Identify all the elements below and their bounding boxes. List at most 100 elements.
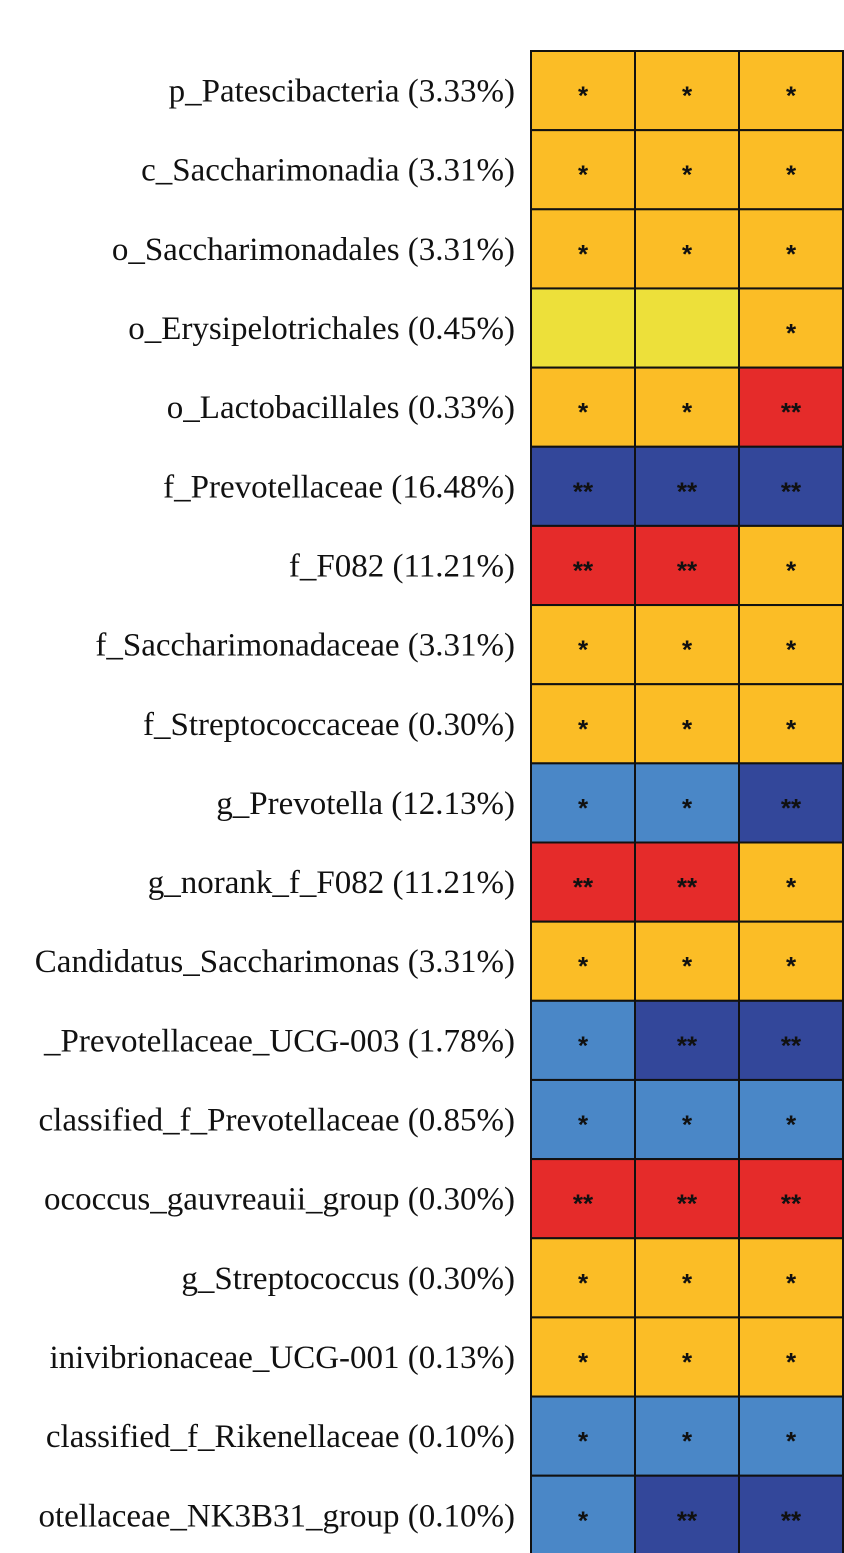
significance-mark: * [578,1268,589,1298]
significance-mark: ** [781,476,802,506]
heatmap-cell [738,1078,844,1161]
significance-mark: * [786,951,797,981]
significance-mark: * [682,1110,693,1140]
heatmap-cell [530,683,636,765]
significance-mark: ** [677,476,698,506]
significance-mark: ** [677,1189,698,1219]
heatmap-cell [634,1316,740,1398]
significance-mark: * [786,1426,797,1456]
significance-mark: * [578,1505,589,1535]
heatmap-cell [634,999,740,1081]
significance-mark: * [682,1347,693,1377]
heatmap-cell [738,762,844,844]
row-label: f_Prevotellaceae (16.48%) [163,469,515,505]
heatmap-cell [530,287,636,369]
heatmap-cell [634,1158,740,1240]
heatmap-cell [634,1078,740,1161]
heatmap-cell [738,287,844,369]
significance-mark: ** [781,793,802,823]
row-label: Candidatus_Saccharimonas (3.31%) [35,944,515,980]
row-label: ococcus_gauvreauii_group (0.30%) [44,1182,515,1218]
heatmap-cell [530,1474,636,1553]
significance-mark: * [682,239,693,269]
row-label: f_Streptococcaceae (0.30%) [143,707,515,743]
significance-mark: * [578,635,589,665]
significance-mark: * [578,1110,589,1140]
heatmap-cell [634,1237,740,1319]
significance-mark: * [682,1268,693,1298]
significance-mark: ** [573,1189,594,1219]
significance-mark: * [682,793,693,823]
row-label: p_Patescibacteria (3.33%) [169,74,515,110]
row-labels: p_Patescibacteria (3.33%) c_Saccharimonad… [35,74,515,1535]
significance-mark: * [578,951,589,981]
heatmap-cell [530,1316,636,1398]
significance-mark: * [578,793,589,823]
row-label: o_Lactobacillales (0.33%) [167,390,515,426]
heatmap-cell [738,1158,844,1240]
row-label: _Prevotellaceae_UCG-003 (1.78%) [43,1023,515,1059]
significance-mark: * [578,714,589,744]
significance-mark: * [682,635,693,665]
significance-mark: * [682,714,693,744]
heatmap-cell [738,1395,844,1477]
significance-mark: * [578,1347,589,1377]
significance-mark: ** [677,872,698,902]
significance-mark: ** [781,1189,802,1219]
heatmap-cell [738,841,844,923]
significance-mark: ** [781,397,802,427]
heatmap-cell [634,524,740,607]
heatmap-cell [634,50,740,132]
significance-mark: * [682,1426,693,1456]
heatmap-cell [738,604,844,686]
row-label: inivibrionaceae_UCG-001 (0.13%) [49,1340,515,1376]
significance-mark: * [578,1030,589,1060]
significance-mark: * [786,635,797,665]
heatmap-cell [738,445,844,527]
significance-mark: * [578,239,589,269]
significance-mark: * [786,714,797,744]
heatmap-cell [738,1316,844,1398]
row-label: classified_f_Prevotellaceae (0.85%) [39,1103,515,1139]
heatmap-cell [634,366,740,448]
heatmap-cell [738,1474,844,1553]
row-label: f_Saccharimonadaceae (3.31%) [95,628,515,664]
heatmap-cell [530,50,636,132]
significance-mark: * [786,555,797,585]
significance-mark: * [682,397,693,427]
significance-mark: * [786,1268,797,1298]
heatmap-cell [738,999,844,1081]
significance-mark: * [786,239,797,269]
row-label: c_Saccharimonadia (3.31%) [141,153,515,189]
significance-mark: ** [573,476,594,506]
row-label: f_F082 (11.21%) [289,548,515,584]
significance-mark: ** [573,555,594,585]
significance-mark: * [786,1110,797,1140]
row-label: o_Erysipelotrichales (0.45%) [128,311,515,347]
heatmap-cells: * * ** * ** * *** * **** ** **** ** ** * ** * ** * **** ** *… [530,50,844,1553]
significance-mark: * [786,160,797,190]
row-label: g_Prevotella (12.13%) [216,786,515,822]
significance-mark: ** [677,1030,698,1060]
row-label: classified_f_Rikenellaceae (0.10%) [46,1419,515,1455]
significance-mark: * [786,81,797,111]
significance-mark: * [786,872,797,902]
significance-mark: * [578,1426,589,1456]
significance-mark: * [682,160,693,190]
heatmap-cell [530,445,636,527]
row-label: o_Saccharimonadales (3.31%) [112,232,515,268]
heatmap-cell [530,841,636,923]
heatmap-cell [530,524,636,607]
significance-mark: ** [677,1505,698,1535]
significance-mark: * [578,160,589,190]
row-label: otellaceae_NK3B31_group (0.10%) [38,1498,515,1534]
significance-mark: * [578,397,589,427]
heatmap-cell [634,604,740,686]
heatmap-cell [738,524,844,607]
heatmap-cell [530,1395,636,1477]
heatmap-cell [634,208,740,290]
heatmap-cell [634,1474,740,1553]
significance-mark: ** [781,1030,802,1060]
heatmap-cell [634,1395,740,1477]
